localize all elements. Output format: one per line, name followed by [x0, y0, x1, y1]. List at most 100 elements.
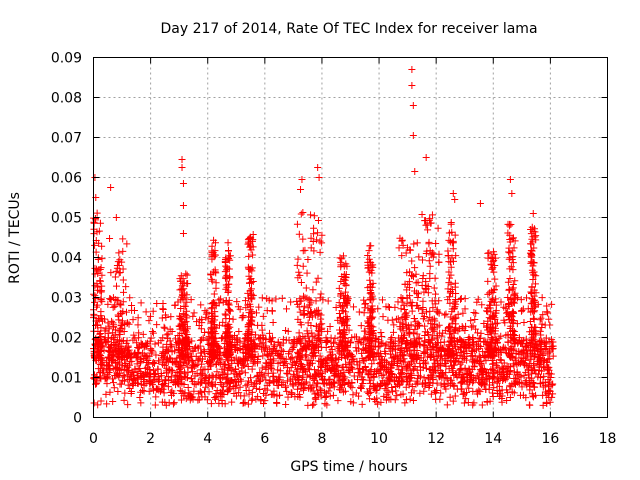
- data-point: [245, 252, 253, 260]
- data-point: [408, 374, 416, 382]
- data-point: [450, 382, 458, 390]
- data-point: [475, 386, 483, 394]
- data-point: [451, 283, 459, 291]
- data-point: [495, 382, 503, 390]
- data-point: [329, 391, 337, 399]
- data-point: [279, 348, 287, 356]
- data-point: [97, 375, 105, 383]
- x-tick-label: 6: [260, 431, 269, 447]
- data-point: [221, 259, 229, 267]
- data-point: [297, 360, 305, 368]
- data-point: [528, 235, 536, 243]
- data-point: [258, 321, 266, 329]
- data-point: [201, 307, 209, 315]
- data-point: [422, 278, 430, 286]
- data-point: [208, 277, 216, 285]
- data-point: [439, 344, 447, 352]
- data-point: [429, 363, 437, 371]
- data-point: [397, 346, 405, 354]
- data-point: [531, 280, 539, 288]
- data-point: [115, 360, 123, 368]
- data-point: [338, 320, 346, 328]
- data-point: [146, 337, 154, 345]
- data-point: [402, 396, 410, 404]
- data-point: [175, 344, 183, 352]
- data-point: [314, 217, 322, 225]
- data-point: [244, 289, 252, 297]
- data-point: [505, 286, 513, 294]
- data-point: [373, 381, 381, 389]
- data-point: [240, 399, 248, 407]
- data-point: [262, 336, 270, 344]
- data-point: [537, 356, 545, 364]
- data-point: [291, 361, 299, 369]
- data-point: [268, 337, 276, 345]
- data-point: [256, 369, 264, 377]
- data-point: [97, 332, 105, 340]
- data-point: [126, 385, 134, 393]
- data-point: [526, 318, 534, 326]
- data-point: [227, 366, 235, 374]
- data-point: [521, 361, 529, 369]
- data-point: [195, 355, 203, 363]
- data-point: [354, 369, 362, 377]
- data-point: [93, 228, 101, 236]
- data-point: [406, 292, 414, 300]
- data-point: [112, 267, 120, 275]
- data-point: [407, 338, 415, 346]
- data-point: [488, 320, 496, 328]
- data-point: [428, 211, 436, 219]
- data-point: [347, 363, 355, 371]
- data-point: [372, 338, 380, 346]
- data-point: [183, 291, 191, 299]
- data-point: [177, 272, 185, 280]
- data-point: [181, 370, 189, 378]
- data-point: [334, 366, 342, 374]
- data-point: [374, 343, 382, 351]
- data-point: [409, 132, 417, 139]
- data-point: [402, 383, 410, 391]
- data-point: [294, 376, 302, 384]
- data-point: [545, 315, 553, 323]
- data-point: [235, 370, 243, 378]
- data-point: [247, 321, 255, 329]
- data-point: [390, 321, 398, 329]
- data-point: [487, 261, 495, 269]
- data-point: [224, 305, 232, 313]
- data-point: [395, 244, 403, 252]
- x-tick-label: 10: [370, 431, 388, 447]
- data-point: [529, 314, 537, 322]
- data-point: [405, 330, 413, 338]
- data-point: [460, 399, 468, 407]
- data-point: [160, 381, 168, 389]
- data-point: [228, 398, 236, 406]
- data-point: [507, 353, 515, 361]
- data-point: [109, 319, 117, 327]
- data-point: [447, 220, 455, 228]
- data-point: [251, 359, 259, 367]
- data-point: [388, 370, 396, 378]
- data-point: [307, 244, 315, 252]
- data-point: [223, 321, 231, 329]
- data-point: [386, 350, 394, 358]
- data-point: [257, 396, 265, 404]
- data-point: [447, 263, 455, 271]
- data-point: [126, 294, 134, 302]
- data-point: [421, 337, 429, 345]
- data-point: [295, 268, 303, 276]
- data-point: [348, 364, 356, 372]
- data-point: [266, 377, 274, 385]
- data-point: [429, 343, 437, 351]
- data-point: [201, 388, 209, 396]
- data-point: [430, 284, 438, 292]
- data-point: [522, 380, 530, 388]
- data-point: [531, 329, 539, 337]
- data-point: [312, 383, 320, 391]
- data-point: [149, 307, 157, 315]
- data-point: [345, 367, 353, 375]
- data-point: [486, 339, 494, 347]
- data-point: [388, 384, 396, 392]
- data-point: [202, 374, 210, 382]
- data-point: [245, 235, 253, 243]
- data-point: [249, 352, 257, 360]
